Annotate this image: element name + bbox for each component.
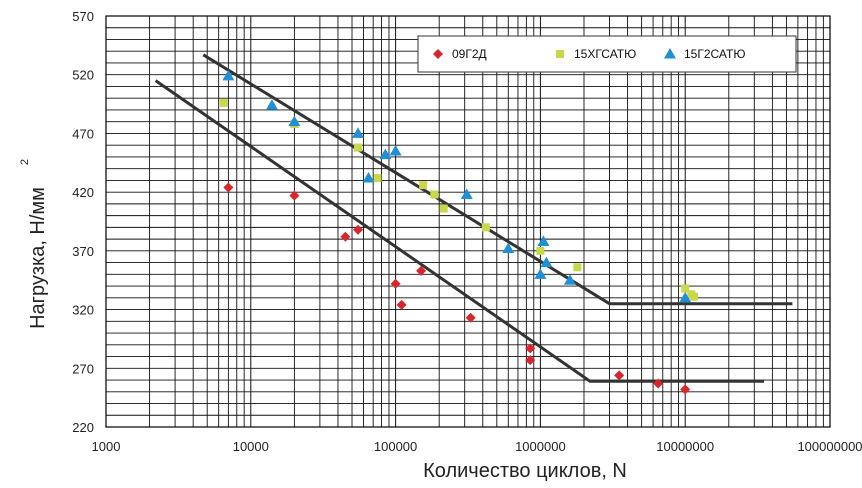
data-point [396,299,407,310]
data-point [534,268,547,279]
data-point [389,145,402,156]
fit-lines [154,53,793,383]
data-point [679,291,692,303]
x-tick-label: 10000000 [656,439,714,454]
y-axis-title-superscript: 2 [19,159,31,165]
y-tick-label: 420 [72,185,94,200]
y-axis-title: Нагрузка, Н/мм [27,187,49,329]
data-point [537,235,550,246]
data-point [481,223,490,232]
y-tick-label: 270 [72,361,94,376]
data-point [525,355,536,366]
data-point [680,384,691,395]
grid [105,16,830,427]
data-point [352,127,365,138]
y-tick-label: 470 [72,126,94,141]
data-point [416,265,427,276]
data-point [219,98,228,107]
data-point [223,182,234,193]
x-tick-label: 1000000 [515,439,566,454]
data-point [288,115,301,127]
data-point [340,231,351,242]
legend-marker [433,49,443,59]
y-tick-label: 320 [72,303,94,318]
y-tick-label: 370 [72,244,94,259]
data-point [653,378,664,389]
x-tick-labels: 1000 10000 100000 1000000 10000000 100000000 [92,439,862,454]
data-point [614,370,625,381]
data-point [419,181,428,190]
x-tick-label: 100000 [374,439,417,454]
fit-line [202,53,793,306]
data-point [353,224,364,235]
x-axis-title: Количество циклов, N [423,460,627,482]
data-point [439,204,448,213]
data-point [536,246,545,255]
data-point [373,174,382,183]
x-tick-label: 100000000 [797,439,862,454]
legend-label: 15Г2САТЮ [684,47,745,61]
data-point [540,256,553,268]
x-tick-label: 10000 [233,439,269,454]
data-point [289,190,300,201]
y-tick-label: 220 [72,420,94,435]
legend-label: 09Г2Д [452,47,487,61]
y-tick-label: 570 [72,9,94,24]
data-point [430,190,439,199]
data-point [265,99,278,110]
data-point [573,263,582,272]
legend-marker [556,50,564,58]
data-points [219,69,698,395]
legend-marker [664,48,676,59]
data-point [465,312,476,323]
legend: 09Г2Д 15ХГСАТЮ 15Г2САТЮ [417,35,797,73]
data-point [525,343,536,354]
legend-box [417,35,797,73]
data-point [222,69,235,81]
fit-line [154,79,764,383]
x-tick-label: 1000 [92,439,121,454]
data-point [563,274,576,285]
y-tick-labels: 220 270 320 370 420 470 520 570 [72,9,94,435]
data-point [390,278,401,289]
data-point [354,143,363,152]
data-point [379,148,392,160]
data-point [460,188,473,199]
data-point [362,172,375,183]
legend-label: 15ХГСАТЮ [574,47,636,61]
y-tick-label: 520 [72,68,94,83]
data-point [681,284,690,293]
data-point [502,242,515,254]
data-point [689,292,698,301]
plot-frame [105,15,831,428]
